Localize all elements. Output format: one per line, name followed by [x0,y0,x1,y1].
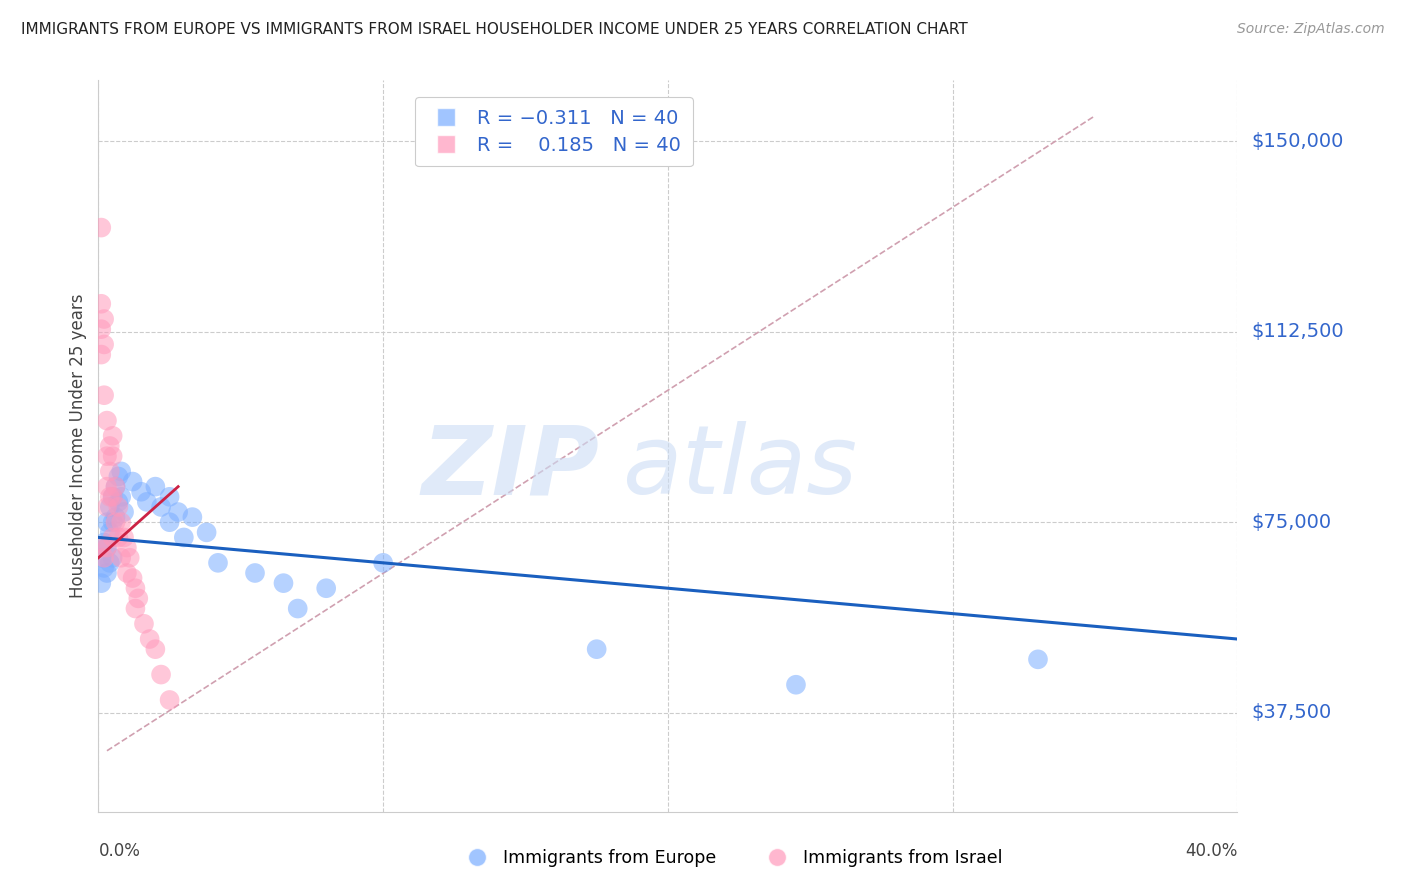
Point [132,616,155,631]
Point [287,601,309,615]
Point [96,480,118,494]
Point [110,515,132,529]
Point [243,566,266,580]
Point [90,541,112,555]
Point [90,220,112,235]
Point [96,541,118,555]
Point [150,667,173,681]
Point [159,693,181,707]
Point [107,469,129,483]
Point [96,500,118,514]
Point [101,515,124,529]
Point [98,490,121,504]
Text: $112,500: $112,500 [1251,322,1344,342]
Point [110,464,132,478]
Point [93,561,115,575]
Point [98,464,121,478]
Point [101,429,124,443]
Point [96,414,118,428]
Point [112,505,135,519]
Point [104,480,127,494]
Point [98,525,121,540]
Point [107,495,129,509]
Point [104,515,127,529]
Point [101,490,124,504]
Point [101,449,124,463]
Point [150,500,173,514]
Text: $75,000: $75,000 [1251,513,1331,532]
Point [101,530,124,544]
Point [115,541,138,555]
Text: atlas: atlas [623,421,858,515]
Text: $37,500: $37,500 [1251,703,1331,723]
Text: ZIP: ZIP [422,421,599,515]
Point [110,490,132,504]
Point [115,566,138,580]
Point [98,500,121,514]
Point [138,632,160,646]
Point [121,571,143,585]
Text: 0.0%: 0.0% [98,842,141,860]
Point [93,388,115,402]
Point [90,550,112,565]
Text: Source: ZipAtlas.com: Source: ZipAtlas.com [1237,22,1385,37]
Point [96,515,118,529]
Point [173,530,195,544]
Point [98,439,121,453]
Point [145,642,167,657]
Point [785,678,807,692]
Point [159,490,181,504]
Point [104,480,127,494]
Point [96,541,118,555]
Point [181,510,204,524]
Point [273,576,295,591]
Point [101,490,124,504]
Text: IMMIGRANTS FROM EUROPE VS IMMIGRANTS FROM ISRAEL HOUSEHOLDER INCOME UNDER 25 YEA: IMMIGRANTS FROM EUROPE VS IMMIGRANTS FRO… [21,22,967,37]
Point [124,581,146,595]
Point [90,322,112,336]
Point [107,530,129,544]
Point [121,475,143,489]
Point [207,556,229,570]
Point [93,337,115,351]
Point [145,480,167,494]
Point [107,500,129,514]
Point [135,495,157,509]
Point [124,601,146,615]
Point [90,576,112,591]
Point [118,550,141,565]
Point [315,581,337,595]
Y-axis label: Householder Income Under 25 years: Householder Income Under 25 years [69,293,87,599]
Point [96,449,118,463]
Point [110,550,132,565]
Text: $150,000: $150,000 [1251,132,1344,151]
Point [373,556,395,570]
Point [112,530,135,544]
Point [104,510,127,524]
Point [127,591,149,606]
Point [167,505,190,519]
Legend: Immigrants from Europe, Immigrants from Israel: Immigrants from Europe, Immigrants from … [453,843,1010,874]
Legend: R = −0.311   N = 40, R =    0.185   N = 40: R = −0.311 N = 40, R = 0.185 N = 40 [415,97,693,167]
Point [96,566,118,580]
Point [93,550,115,565]
Point [93,535,115,549]
Point [90,347,112,362]
Point [585,642,607,657]
Text: 40.0%: 40.0% [1185,842,1237,860]
Point [93,312,115,326]
Point [98,556,121,570]
Point [101,550,124,565]
Point [1026,652,1049,666]
Point [159,515,181,529]
Point [195,525,218,540]
Point [129,484,152,499]
Point [90,297,112,311]
